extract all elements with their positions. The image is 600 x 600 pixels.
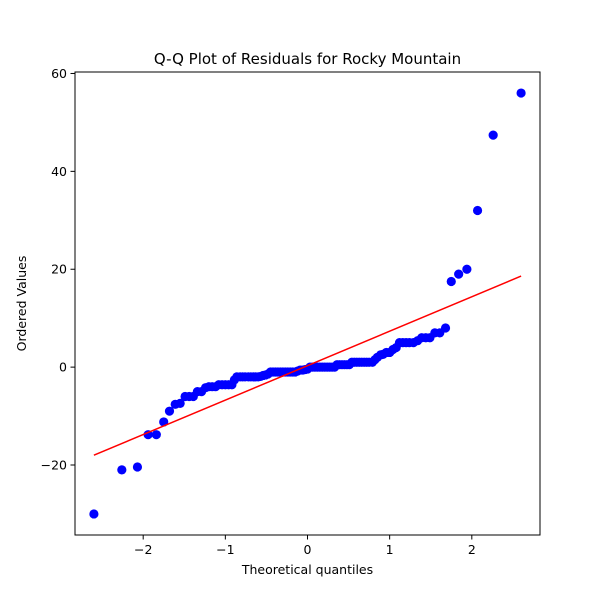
data-point	[472, 205, 483, 216]
data-point	[454, 269, 464, 279]
x-tick-label: 0	[304, 542, 312, 557]
plot-area	[89, 88, 526, 519]
data-point	[462, 264, 472, 274]
y-tick-label: 40	[51, 164, 67, 179]
data-point	[164, 406, 175, 416]
x-axis-label: Theoretical quantiles	[241, 562, 373, 577]
y-tick-label: 0	[59, 360, 67, 375]
axis-ticks: −2 −1 0 1 2 −20 0 20 40 60	[41, 66, 476, 557]
fit-line	[93, 275, 522, 456]
data-point	[175, 398, 185, 408]
data-point	[151, 430, 161, 440]
data-point	[117, 465, 127, 475]
data-point	[143, 430, 153, 440]
data-point	[132, 462, 143, 472]
data-point	[516, 88, 526, 98]
data-point	[89, 509, 99, 519]
y-axis-label: Ordered Values	[14, 256, 29, 352]
y-tick-label: −20	[41, 458, 67, 473]
chart-title: Q-Q Plot of Residuals for Rocky Mountain	[154, 50, 461, 68]
data-point	[440, 323, 451, 333]
x-tick-label: −2	[134, 542, 152, 557]
x-tick-label: −1	[216, 542, 234, 557]
x-tick-label: 1	[386, 542, 394, 557]
y-tick-label: 20	[51, 262, 67, 277]
data-point	[446, 276, 456, 287]
x-tick-label: 2	[468, 542, 476, 557]
data-point	[488, 130, 498, 140]
y-tick-label: 60	[51, 66, 67, 81]
